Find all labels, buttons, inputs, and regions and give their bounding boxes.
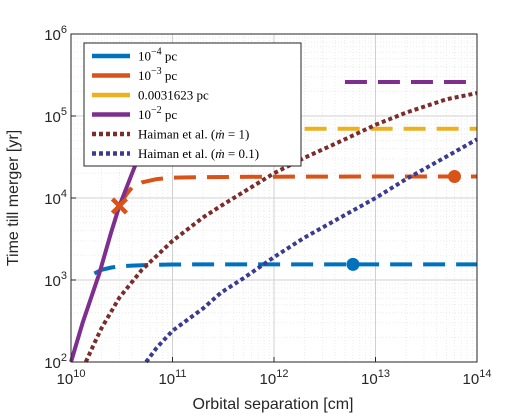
y-tick-label: 103 [44,270,67,290]
series-line-6 [144,137,478,364]
series-line-2 [117,174,477,207]
legend-entry-4: 10−2 pc [138,105,177,122]
y-tick-label: 105 [44,106,67,126]
x-tick-label: 1011 [158,368,186,388]
x-tick-label: 1010 [57,368,86,388]
legend-entry-5: Haiman et al. (ṁ = 1) [138,127,249,142]
y-axis-label: Time till merger [yr] [5,130,22,266]
legend-entry-1: 10−4 pc [138,47,177,64]
x-tick-label: 1012 [260,368,289,388]
y-tick-label: 104 [44,188,67,208]
circle-marker-2 [447,169,461,183]
x-tick-label: 1013 [361,368,390,388]
legend: 10−4 pc 10−3 pc 0.0031623 pc 10−2 pc Haiman … [83,42,302,167]
cross-marker [110,197,129,215]
y-ticks: 102 103 104 105 106 [44,24,76,372]
series-line-4 [69,147,144,363]
y-tick-label: 106 [44,24,67,44]
x-axis-label: Orbital separation [cm] [193,396,354,413]
series-line-5 [83,91,478,363]
y-tick-label: 102 [44,352,67,372]
legend-entry-3: 0.0031623 pc [138,88,209,103]
legend-box [83,42,302,167]
series-layer [69,79,478,364]
series-line-1 [93,262,477,276]
circle-marker-1 [346,257,360,271]
legend-entry-6: Haiman et al. (ṁ = 0.1) [138,146,259,161]
x-tick-label: 1014 [463,368,492,388]
marker-layer [110,169,461,271]
x-ticks: 1010 1011 1012 1013 1014 [57,357,492,388]
cross-stroke-b [110,197,129,215]
legend-entry-2: 10−3 pc [138,66,177,83]
